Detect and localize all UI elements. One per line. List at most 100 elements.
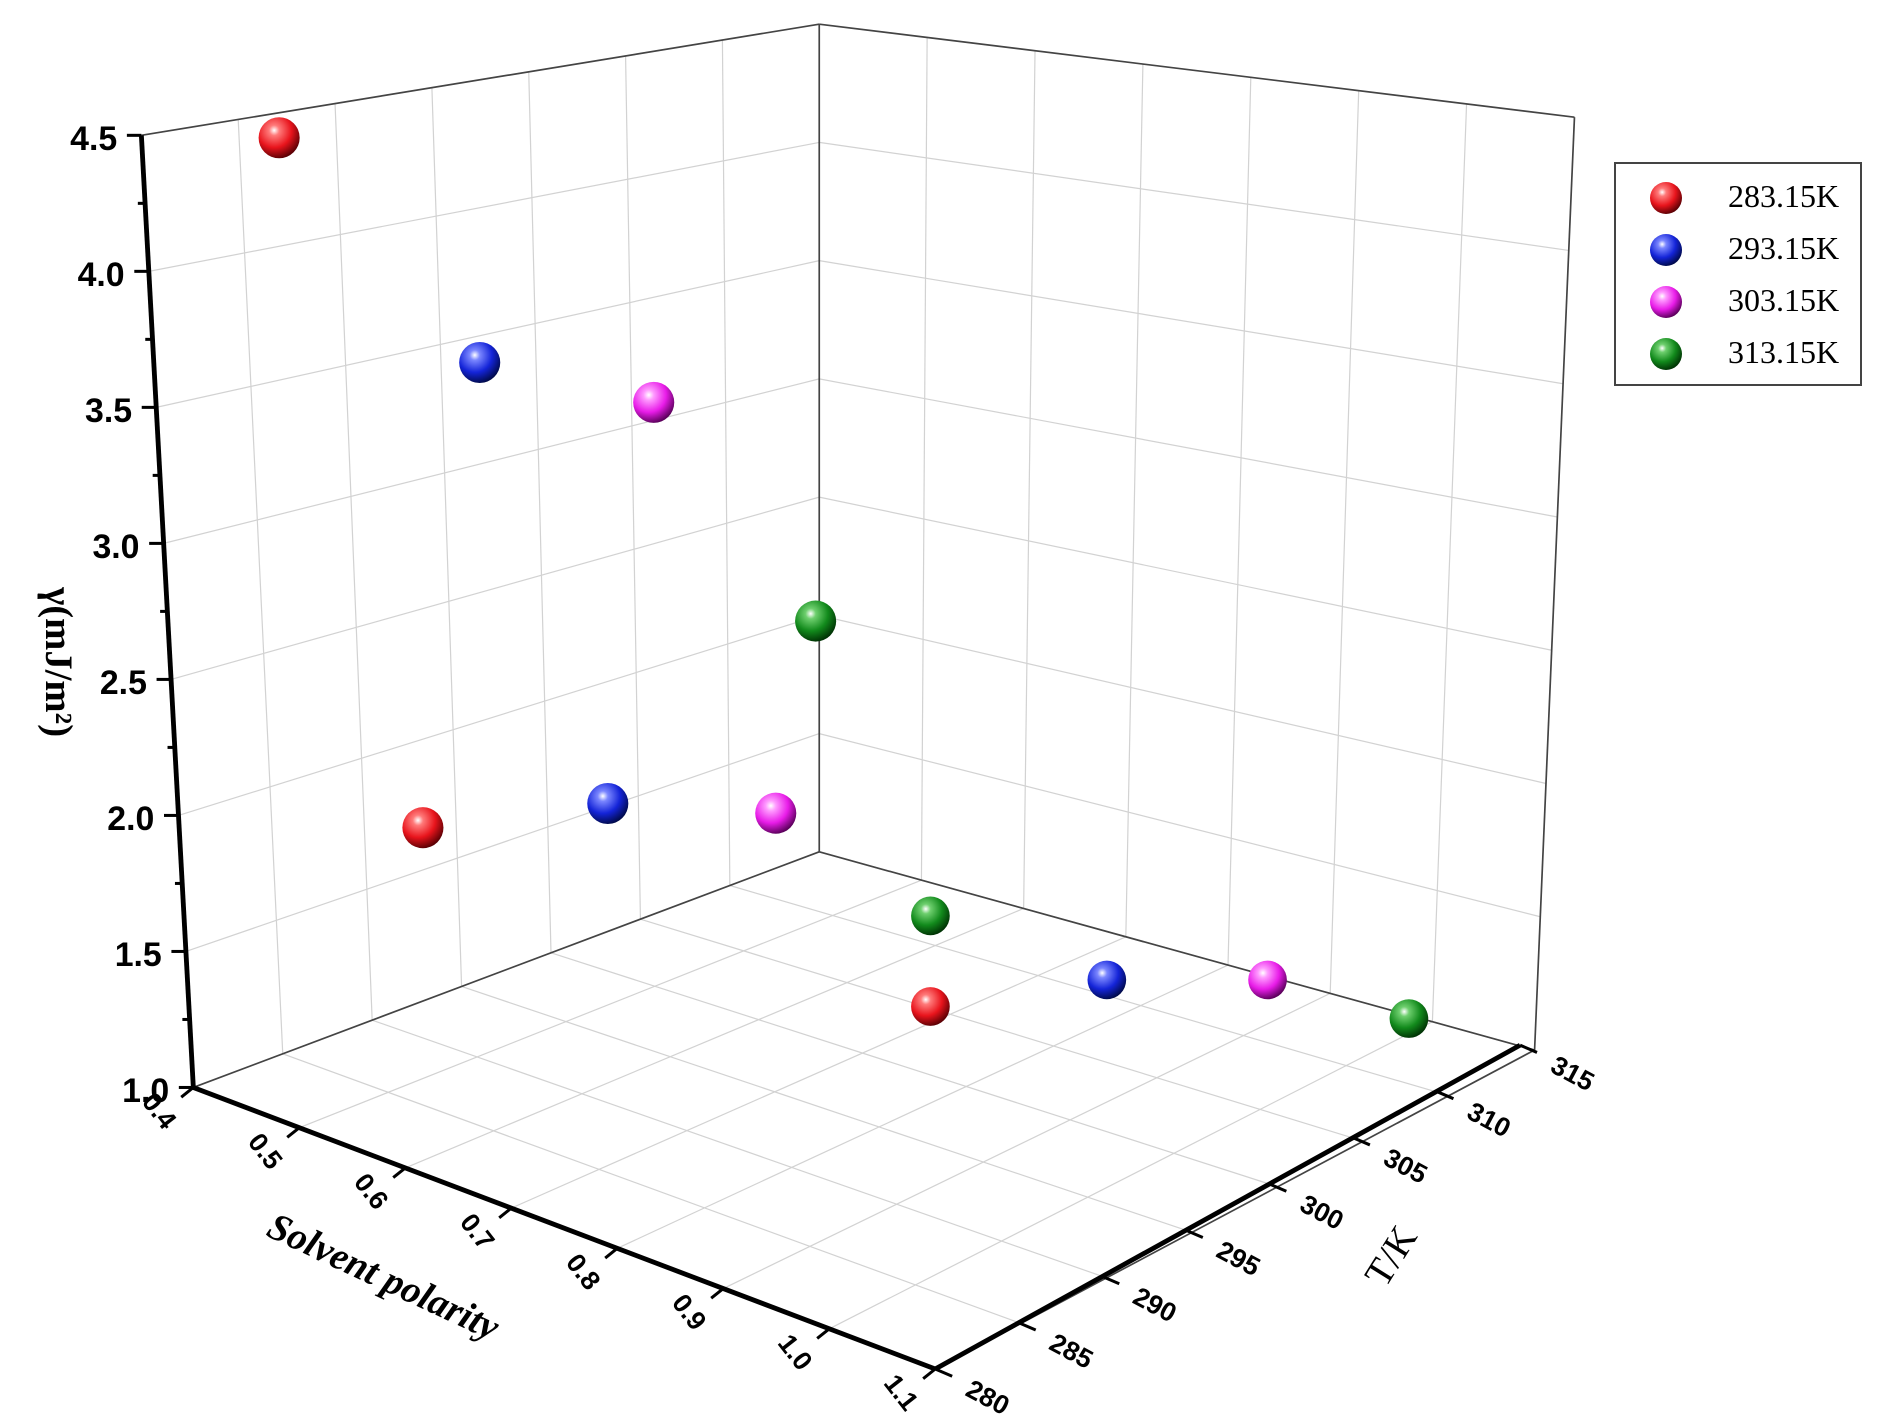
y-tick-label: 305: [1379, 1142, 1432, 1189]
grid-line: [729, 884, 1450, 1097]
frame-edge: [1533, 117, 1576, 1051]
grid-line: [1227, 77, 1252, 966]
grid-line: [819, 260, 1564, 385]
x-tick-label: 1.1: [878, 1369, 925, 1417]
grid-line: [334, 103, 373, 1021]
z-tick-label: 2.5: [100, 664, 147, 702]
z-tick-label: 3.5: [85, 392, 132, 430]
x-tick: [392, 1166, 407, 1179]
z-axis-title: γ(mJ/m²): [37, 586, 79, 737]
x-tick: [180, 1086, 195, 1099]
grid-line: [185, 733, 820, 953]
axis-lines: [138, 135, 1522, 1372]
axis-ticks: [126, 133, 1538, 1380]
y-tick: [1185, 1228, 1204, 1239]
legend: 283.15K 293.15K 303.15K 313.15K: [1614, 162, 1862, 386]
data-point: [795, 600, 837, 642]
y-tick-label: 315: [1546, 1050, 1599, 1097]
projection-point: [1389, 999, 1429, 1038]
grid-line: [819, 614, 1547, 785]
x-tick-label: 1.0: [772, 1328, 818, 1376]
legend-item: 293.15K: [1616, 226, 1860, 274]
grid-line: [511, 936, 1127, 1209]
y-tick-label: 295: [1212, 1235, 1265, 1282]
grid-line: [461, 985, 1193, 1233]
grid-line: [299, 879, 922, 1129]
grid-line: [148, 141, 820, 272]
y-tick-label: 290: [1128, 1281, 1181, 1328]
x-tick: [286, 1126, 301, 1139]
y-tick: [1435, 1090, 1455, 1101]
x-tick-label: 0.9: [666, 1288, 712, 1336]
frame-edge: [141, 23, 820, 137]
grid-line: [170, 496, 820, 680]
wall-grid-lines: [140, 23, 1576, 1370]
projection-point: [911, 987, 950, 1026]
legend-marker: [1650, 234, 1682, 266]
y-tick-label: 300: [1295, 1189, 1348, 1236]
grid-line: [405, 907, 1024, 1169]
grid-line: [828, 1021, 1433, 1330]
grid-line: [371, 1019, 1107, 1279]
legend-label: 303.15K: [1728, 282, 1840, 318]
x-tick-label: 0.6: [348, 1168, 394, 1216]
y-tick: [1519, 1043, 1538, 1054]
grid-line: [721, 40, 731, 886]
x-tick: [604, 1247, 619, 1260]
axis-frame: [141, 23, 1576, 1370]
y-axis-line: [934, 1043, 1522, 1372]
z-tick-label: 1.5: [115, 936, 162, 974]
frame-edge: [193, 851, 820, 1089]
grid-line: [640, 918, 1364, 1142]
grid-line: [550, 952, 1278, 1188]
data-point: [258, 117, 300, 159]
grid-line: [617, 964, 1229, 1249]
grid-line: [819, 141, 1569, 252]
grid-line: [819, 733, 1541, 918]
y-tick: [934, 1367, 953, 1378]
grid-line: [1125, 64, 1144, 937]
legend-marker: [1650, 338, 1682, 370]
y-axis-title: T/K: [1357, 1219, 1426, 1294]
legend-marker: [1650, 286, 1682, 318]
x-tick: [922, 1367, 937, 1380]
x-tick-label: 0.8: [560, 1248, 606, 1296]
y-tick: [1268, 1182, 1287, 1193]
y-tick: [1352, 1136, 1371, 1147]
grid-line: [1023, 50, 1036, 909]
z-tick-label: 4.5: [70, 120, 117, 158]
grid-line: [282, 1053, 1022, 1324]
projection-point: [1087, 960, 1127, 1000]
legend-label: 283.15K: [1728, 178, 1840, 214]
z-tick-label: 3.0: [92, 528, 139, 566]
grid-line: [163, 378, 820, 544]
grid-line: [431, 87, 463, 987]
z-tick-label: 1.0: [122, 1072, 169, 1110]
x-tick: [710, 1287, 725, 1300]
grid-line: [156, 260, 820, 408]
grid-line: [624, 55, 642, 920]
projection-point: [755, 792, 797, 834]
x-tick-label: 0.5: [242, 1127, 289, 1175]
data-points: [258, 117, 1429, 1038]
x-tick: [816, 1327, 831, 1340]
y-tick: [1101, 1275, 1120, 1286]
x-tick-label: 0.7: [454, 1208, 500, 1256]
grid-line: [1431, 103, 1468, 1022]
frame-edge: [819, 23, 1575, 119]
legend-item: 283.15K: [1616, 174, 1860, 222]
legend-label: 293.15K: [1728, 230, 1840, 266]
projection-point: [587, 782, 629, 825]
projection-point: [911, 896, 950, 936]
projection-point: [1248, 960, 1287, 1000]
projection-point: [402, 807, 444, 849]
x-axis-line: [192, 1085, 937, 1372]
grid-line: [819, 378, 1558, 518]
legend-item: 313.15K: [1616, 330, 1860, 378]
x-tick: [498, 1206, 513, 1219]
legend-item: 303.15K: [1616, 278, 1860, 326]
grid-line: [819, 496, 1552, 651]
data-point: [459, 341, 501, 384]
y-tick-label: 310: [1462, 1096, 1515, 1143]
